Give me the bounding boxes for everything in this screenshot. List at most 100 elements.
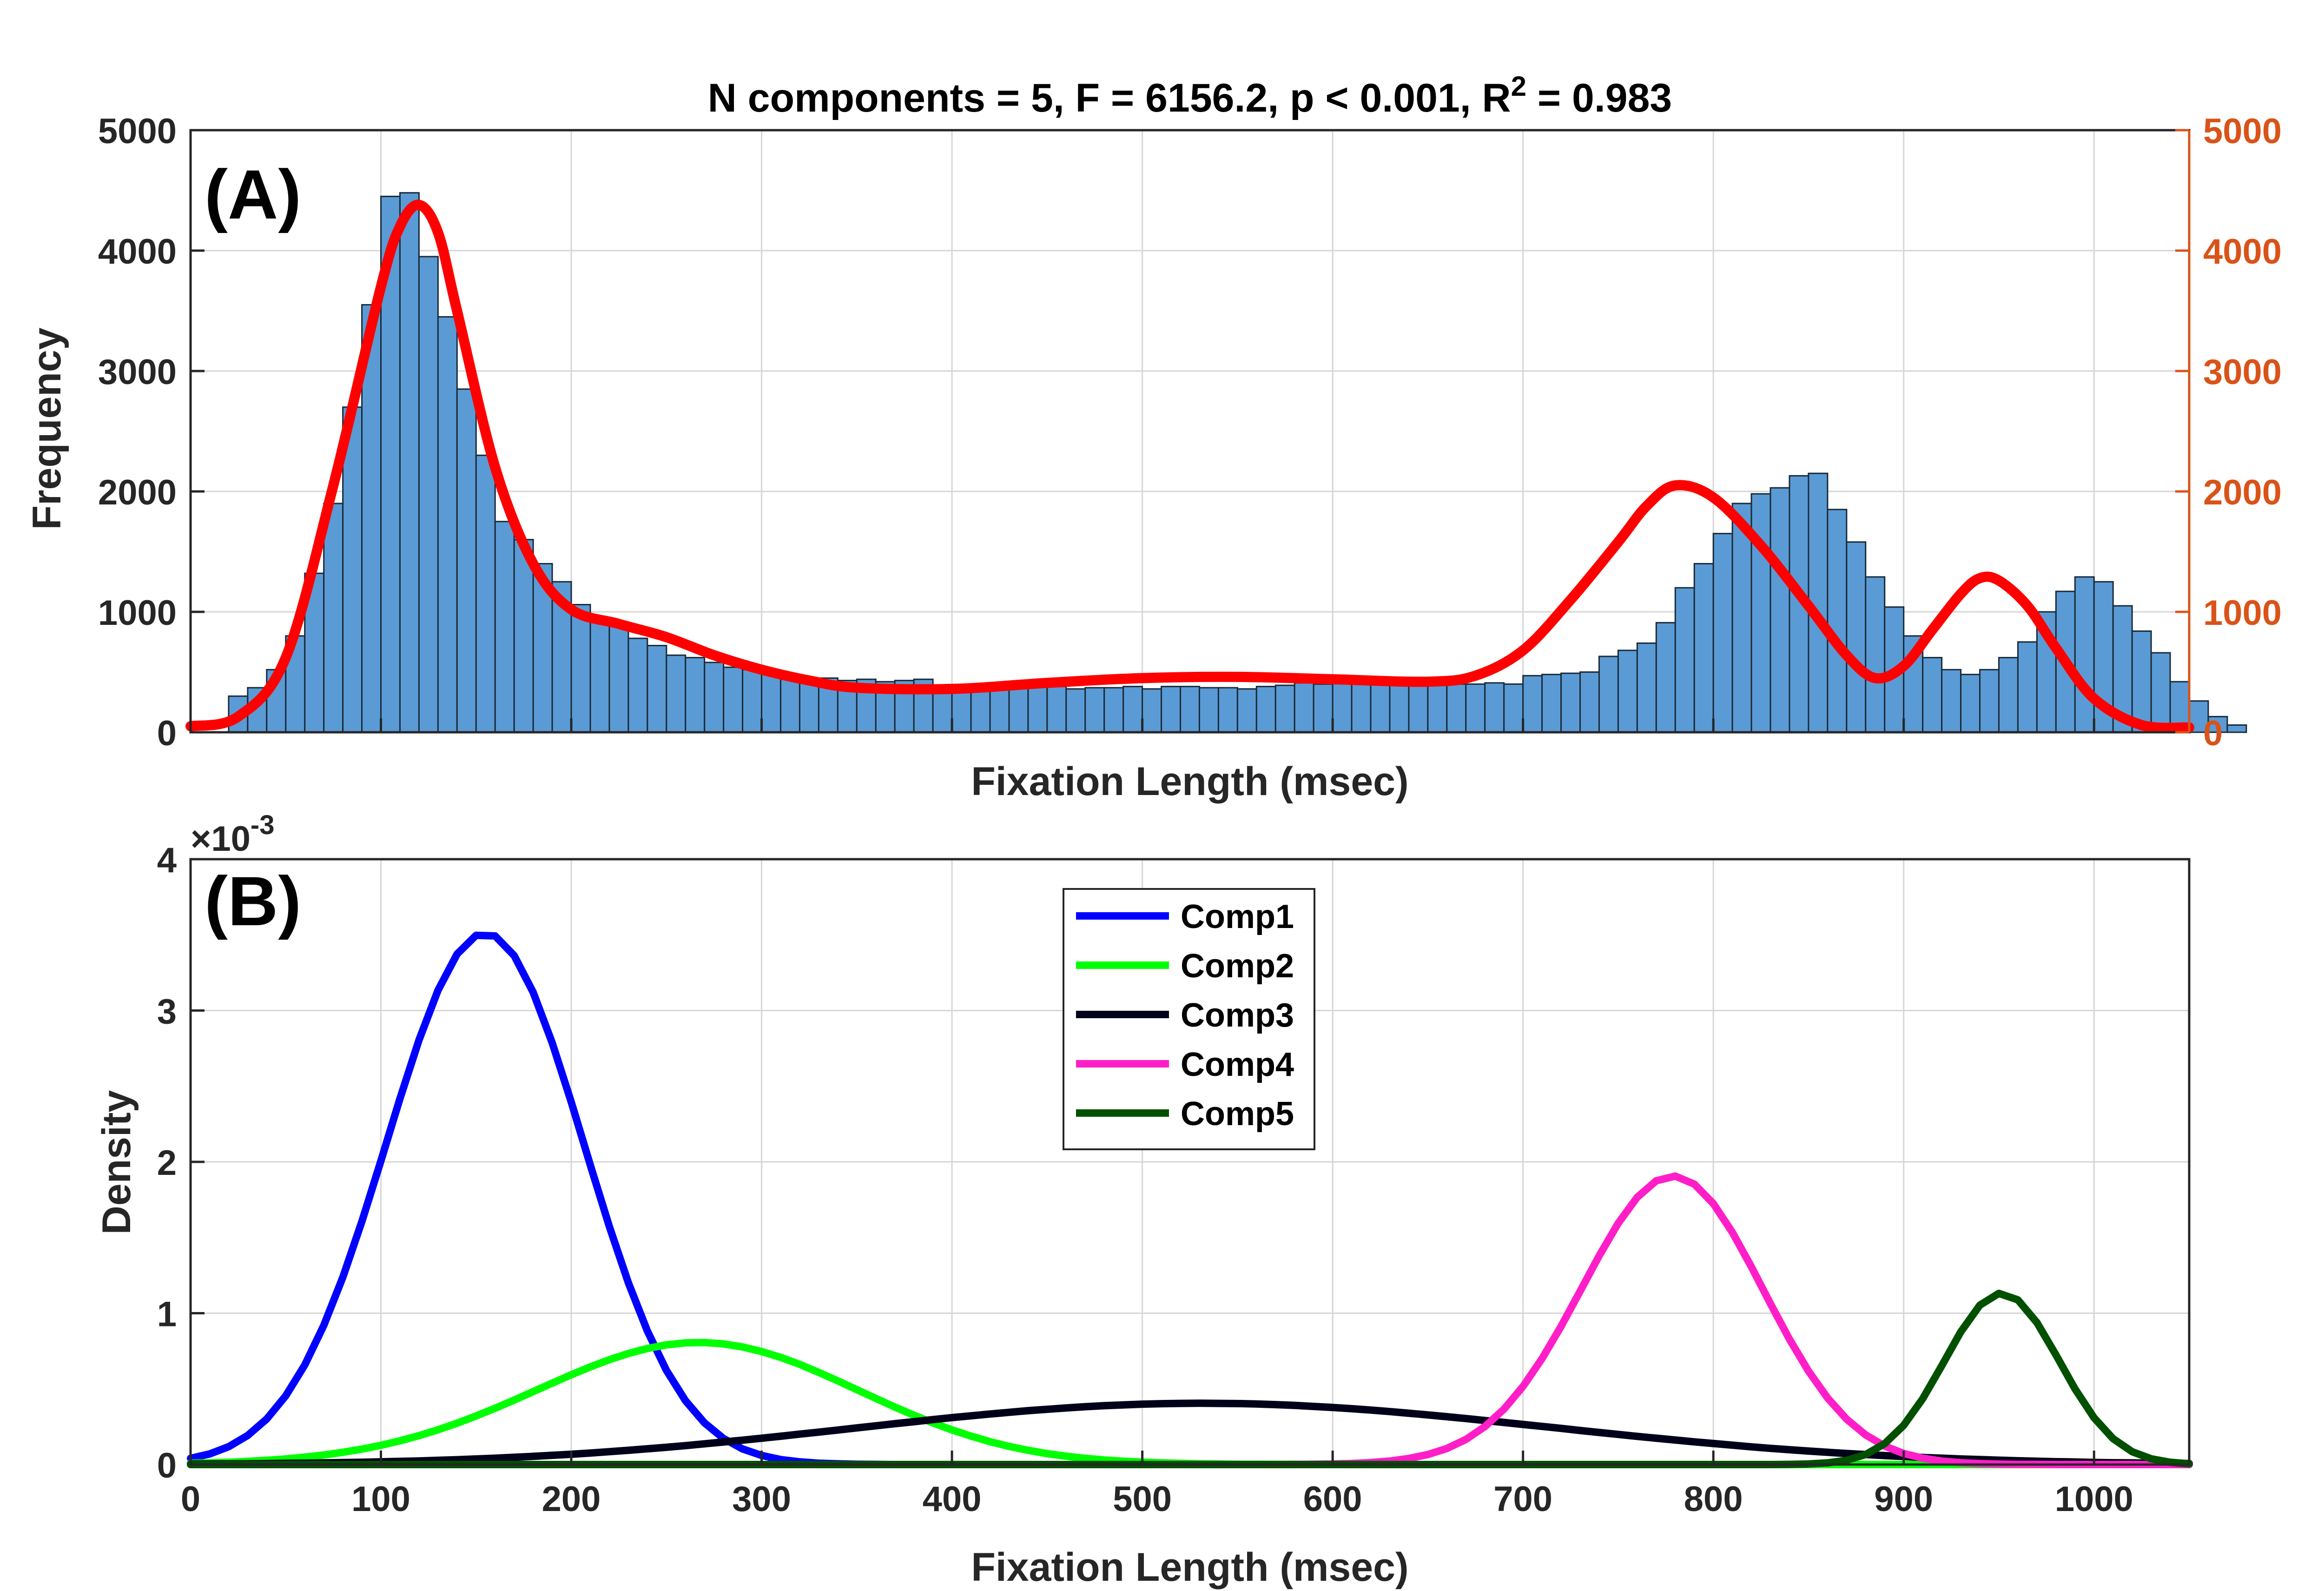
histogram-bar — [1046, 686, 1067, 733]
y-tick-label: 1000 — [98, 593, 177, 633]
histogram-bar — [1503, 683, 1524, 733]
histogram-bar — [1217, 687, 1238, 733]
y-tick-label: 4 — [157, 841, 177, 880]
histogram-bar — [1389, 682, 1410, 733]
y-tick-label: 0 — [157, 1446, 177, 1485]
histogram-bar — [1065, 688, 1086, 733]
panel-b: 0 100 200 300 400 500 600 700 800 900 1000 0 1 2 3 4 (B… — [94, 810, 2193, 1590]
histogram-bar — [1541, 674, 1562, 733]
right-y-tick-label: 1000 — [2203, 593, 2282, 633]
x-tick-label: 400 — [923, 1479, 982, 1519]
histogram-bar — [589, 617, 610, 733]
histogram-bar — [570, 603, 591, 733]
panel-b-legend: Comp1 Comp2 Comp3 Comp4 Comp5 — [1063, 888, 1315, 1150]
histogram-bar — [799, 677, 819, 733]
histogram-bar — [1769, 487, 1790, 733]
histogram-bar — [1465, 683, 1486, 733]
histogram-bar — [1027, 686, 1048, 733]
histogram-bar — [1236, 688, 1257, 733]
y-tick-label: 2000 — [98, 473, 177, 512]
histogram-bar — [2131, 630, 2152, 733]
histogram-bar — [2226, 724, 2247, 733]
histogram-bar — [1617, 650, 1638, 733]
histogram-bar — [704, 662, 725, 733]
histogram-bar — [1122, 686, 1143, 733]
histogram-bar — [685, 656, 706, 733]
x-tick-label: 1000 — [2055, 1479, 2133, 1519]
x-tick-label: 0 — [181, 1479, 200, 1519]
histogram-bar — [1960, 674, 1981, 733]
panel-a-ylabel-right: Density Fit — [2320, 326, 2324, 531]
histogram-bar — [437, 316, 458, 733]
histogram-bar — [1674, 587, 1695, 733]
histogram-bar — [666, 654, 687, 733]
histogram-bar — [1255, 686, 1276, 733]
x-tick-label: 800 — [1684, 1479, 1743, 1519]
histogram-bar — [494, 521, 515, 733]
histogram-bar — [456, 388, 477, 733]
histogram-bar — [1408, 683, 1429, 733]
panel-b-label: (B) — [205, 862, 301, 940]
histogram-bar — [2017, 641, 2038, 733]
legend-label-comp3: Comp3 — [1181, 997, 1294, 1034]
legend-label-comp2: Comp2 — [1181, 948, 1294, 985]
histogram-bar — [1712, 533, 1733, 733]
panel-b-exponent: ×10-3 — [191, 810, 275, 859]
y-tick-label: 0 — [157, 714, 177, 753]
histogram-bar — [1579, 671, 1600, 733]
x-tick-label: 200 — [542, 1479, 601, 1519]
panel-a-xlabel: Fixation Length (msec) — [971, 759, 1408, 804]
exponent-power: -3 — [251, 810, 275, 840]
y-tick-label: 5000 — [98, 112, 177, 151]
legend-box — [1063, 888, 1315, 1150]
y-tick-label: 1 — [157, 1295, 177, 1334]
right-y-tick-label: 5000 — [2203, 112, 2282, 151]
histogram-bar — [1313, 683, 1334, 733]
histogram-bar — [1598, 656, 1619, 733]
histogram-bar — [1922, 656, 1943, 733]
histogram-bar — [361, 304, 382, 733]
panel-a-title: N components = 5, F = 6156.2, p < 0.001,… — [708, 71, 1672, 120]
x-tick-label: 100 — [351, 1479, 410, 1519]
histogram-bar — [1427, 682, 1448, 733]
histogram-bar — [1370, 683, 1391, 733]
histogram-bar — [1084, 687, 1105, 733]
histogram-bar — [647, 645, 667, 733]
histogram-bar — [1294, 682, 1314, 733]
histogram-bar — [418, 256, 439, 733]
x-tick-label: 300 — [732, 1479, 791, 1519]
histogram-bar — [1484, 682, 1505, 733]
histogram-bar — [1998, 656, 2019, 733]
title-main: N components = 5, F = 6156.2, p < 0.001,… — [708, 76, 1511, 120]
panel-a-ticks: 0 1000 2000 3000 4000 5000 0 1000 2000 3000 4000 50… — [98, 112, 2282, 753]
histogram-bar — [1332, 682, 1353, 733]
histogram-bar — [1846, 541, 1867, 733]
legend-label-comp1: Comp1 — [1181, 898, 1294, 935]
histogram-bar — [761, 672, 782, 733]
panel-a-density-fit-line — [185, 199, 2194, 733]
histogram-bar — [1941, 669, 1962, 733]
histogram-bar — [1655, 622, 1676, 733]
panel-a: 0 1000 2000 3000 4000 5000 0 1000 2000 3000 4000 50… — [25, 71, 2324, 804]
exponent-base: ×10 — [191, 819, 251, 859]
histogram-bar — [1161, 686, 1182, 733]
histogram-bar — [1142, 688, 1162, 733]
histogram-bar — [475, 454, 496, 733]
histogram-bar — [1180, 686, 1200, 733]
histogram-bar — [2074, 576, 2095, 733]
histogram-bar — [989, 687, 1010, 733]
title-end: = 0.983 — [1526, 76, 1672, 120]
histogram-bar — [723, 666, 744, 733]
panel-a-ylabel: Frequency — [25, 327, 69, 530]
histogram-bar — [1446, 683, 1467, 733]
panel-b-ticks: 0 100 200 300 400 500 600 700 800 900 1000 0 1 2 3 4 — [157, 841, 2133, 1519]
right-y-tick-label: 3000 — [2203, 352, 2282, 392]
histogram-bar — [1865, 576, 1886, 733]
y-tick-label: 4000 — [98, 232, 177, 272]
y-tick-label: 2 — [157, 1143, 177, 1183]
right-y-tick-label: 4000 — [2203, 232, 2282, 272]
histogram-bar — [1351, 682, 1372, 733]
histogram-bar — [608, 625, 629, 733]
histogram-bar — [1522, 675, 1543, 733]
